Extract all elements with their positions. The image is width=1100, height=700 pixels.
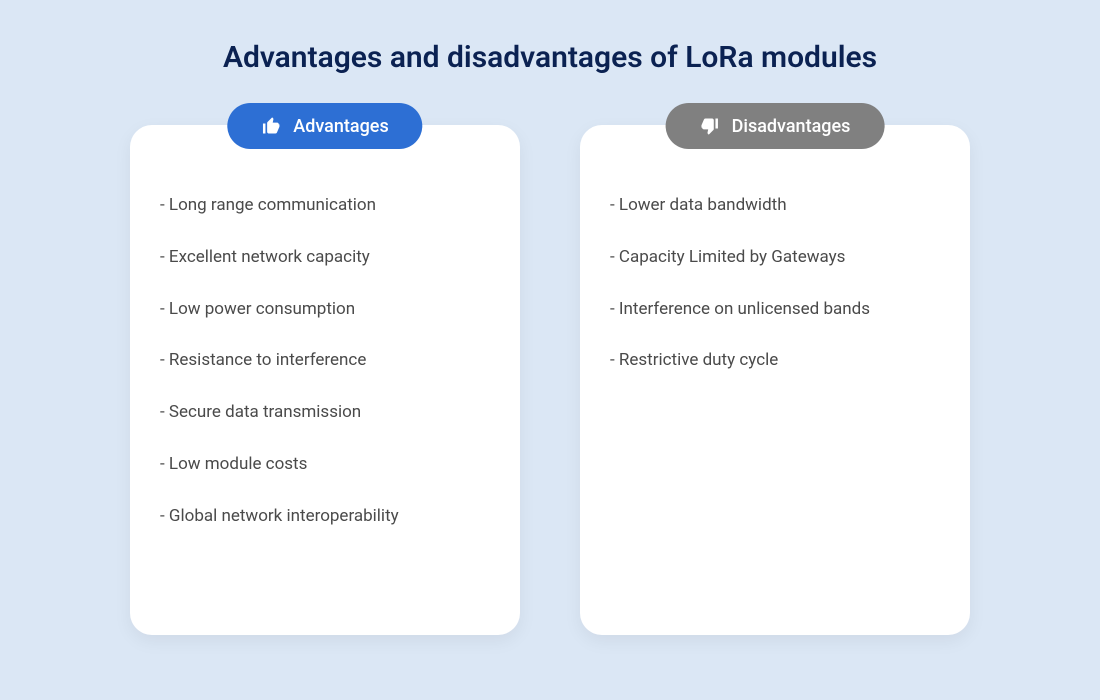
list-item: - Low module costs: [160, 439, 490, 491]
page-title: Advantages and disadvantages of LoRa mod…: [0, 0, 1100, 95]
list-item: - Excellent network capacity: [160, 232, 490, 284]
advantages-list: - Long range communication - Excellent n…: [160, 180, 490, 543]
advantages-pill-label: Advantages: [293, 116, 388, 137]
advantages-pill: Advantages: [227, 103, 422, 149]
disadvantages-pill-label: Disadvantages: [732, 116, 851, 137]
disadvantages-pill: Disadvantages: [666, 103, 885, 149]
thumbs-up-icon: [261, 116, 281, 136]
list-item: - Resistance to interference: [160, 335, 490, 387]
list-item: - Lower data bandwidth: [610, 180, 940, 232]
list-item: - Low power consumption: [160, 284, 490, 336]
cards-row: Advantages - Long range communication - …: [0, 95, 1100, 635]
thumbs-down-icon: [700, 116, 720, 136]
advantages-card: Advantages - Long range communication - …: [130, 125, 520, 635]
list-item: - Restrictive duty cycle: [610, 335, 940, 387]
list-item: - Secure data transmission: [160, 387, 490, 439]
disadvantages-list: - Lower data bandwidth - Capacity Limite…: [610, 180, 940, 387]
list-item: - Interference on unlicensed bands: [610, 284, 940, 336]
list-item: - Long range communication: [160, 180, 490, 232]
list-item: - Global network interoperability: [160, 491, 490, 543]
disadvantages-card: Disadvantages - Lower data bandwidth - C…: [580, 125, 970, 635]
list-item: - Capacity Limited by Gateways: [610, 232, 940, 284]
